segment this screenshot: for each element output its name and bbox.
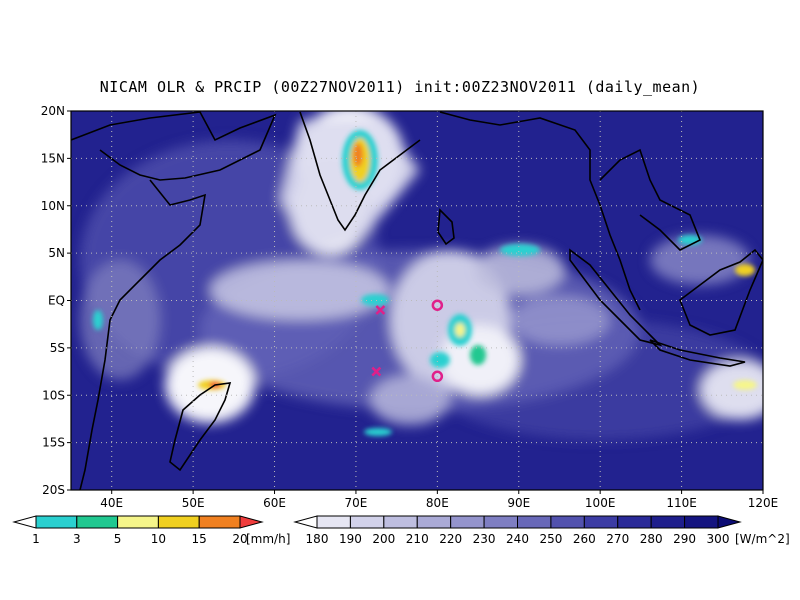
lat-tick-label: EQ bbox=[48, 294, 65, 308]
legend-swatch bbox=[35, 515, 78, 529]
circle-marker bbox=[431, 370, 444, 383]
legend-swatch bbox=[550, 515, 585, 529]
lon-tick-label: 100E bbox=[585, 496, 616, 510]
lon-tick-label: 40E bbox=[100, 496, 123, 510]
legend-swatch bbox=[157, 515, 200, 529]
legend-label: 10 bbox=[151, 532, 166, 546]
legend-swatch bbox=[416, 515, 452, 529]
lon-tick-label: 110E bbox=[666, 496, 697, 510]
legend-end-triangle bbox=[293, 515, 318, 529]
legend-end-triangle bbox=[239, 515, 264, 529]
cross-marker bbox=[371, 366, 382, 377]
legend-swatch bbox=[684, 515, 719, 529]
lat-tick-label: 5N bbox=[48, 246, 65, 260]
gridlines bbox=[71, 111, 763, 490]
lat-tick-label: 5S bbox=[50, 341, 65, 355]
lon-tick-label: 50E bbox=[182, 496, 205, 510]
circle-marker bbox=[431, 299, 444, 311]
legend-label: 300 bbox=[707, 532, 730, 546]
legend-swatch bbox=[349, 515, 385, 529]
legend-swatch bbox=[450, 515, 485, 529]
legend-swatch bbox=[583, 515, 619, 529]
cross-marker bbox=[375, 305, 386, 315]
legend-swatch bbox=[117, 515, 159, 529]
lon-tick-label: 120E bbox=[748, 496, 779, 510]
lat-tick-label: 20N bbox=[41, 104, 65, 118]
legend-swatch bbox=[517, 515, 552, 529]
lat-tick-label: 20S bbox=[42, 483, 65, 497]
legend-swatch bbox=[483, 515, 519, 529]
map-title: NICAM OLR & PRCIP (00Z27NOV2011) init:00… bbox=[99, 78, 701, 96]
lat-tick-label: 10S bbox=[42, 388, 65, 402]
legend-label: 210 bbox=[406, 532, 429, 546]
legend-end-triangle bbox=[12, 515, 37, 529]
legend-label: 1 bbox=[32, 532, 40, 546]
legend-swatch bbox=[76, 515, 119, 529]
lon-tick-label: 70E bbox=[345, 496, 368, 510]
legend-label: 240 bbox=[506, 532, 529, 546]
precip-legend: 1 3 5 10 15 20[mm/h] bbox=[12, 515, 290, 546]
legend-label: 260 bbox=[573, 532, 596, 546]
legend-label: 280 bbox=[640, 532, 663, 546]
legend-label: 200 bbox=[372, 532, 395, 546]
legend-end-triangle bbox=[717, 515, 742, 529]
coastlines bbox=[71, 111, 763, 490]
olr-legend: 180 190 200 210 220 230 240 250 260 270 280 290 300 [… bbox=[293, 515, 790, 546]
legend-swatch bbox=[198, 515, 241, 529]
legend-swatch bbox=[383, 515, 418, 529]
lat-tick-label: 10N bbox=[41, 199, 65, 213]
legend-unit: [W/m^2] bbox=[735, 532, 790, 546]
legend-label: 190 bbox=[339, 532, 362, 546]
lon-tick-label: 80E bbox=[426, 496, 449, 510]
legend-label: 220 bbox=[439, 532, 462, 546]
legend-label: 3 bbox=[73, 532, 81, 546]
storm-markers bbox=[371, 299, 444, 383]
lon-tick-label: 60E bbox=[263, 496, 286, 510]
legend-label: 290 bbox=[673, 532, 696, 546]
legend-label: 230 bbox=[473, 532, 496, 546]
legend-label: 180 bbox=[306, 532, 329, 546]
lat-tick-label: 15S bbox=[42, 436, 65, 450]
legend-label: 250 bbox=[539, 532, 562, 546]
legend-swatch bbox=[316, 515, 351, 529]
legend-label: 270 bbox=[606, 532, 629, 546]
lon-tick-label: 90E bbox=[507, 496, 530, 510]
legend-label: 5 bbox=[114, 532, 122, 546]
legend-swatch bbox=[617, 515, 652, 529]
legend-label: 20 bbox=[232, 532, 247, 546]
legend-unit: [mm/h] bbox=[246, 532, 290, 546]
legend-label: 15 bbox=[192, 532, 207, 546]
lon-axis: 40E 50E 60E 70E 80E 90E 100E 110E 120E bbox=[100, 490, 778, 510]
legend-swatch bbox=[650, 515, 686, 529]
lat-tick-label: 15N bbox=[41, 151, 65, 165]
lat-axis: 20N 15N 10N 5N EQ 5S 10S 15S 20S bbox=[41, 104, 71, 497]
